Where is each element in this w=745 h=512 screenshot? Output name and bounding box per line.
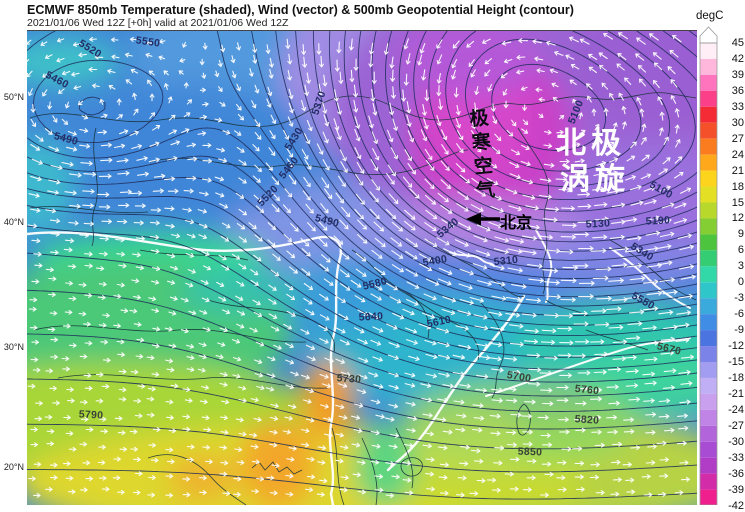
colorbar xyxy=(699,26,718,505)
page-title: ECMWF 850mb Temperature (shaded), Wind (… xyxy=(27,3,574,17)
coastline-white xyxy=(27,229,691,505)
beijing-arrow-icon xyxy=(466,212,500,226)
valid-time-subtitle: 2021/01/06 Wed 12Z [+0h] valid at 2021/0… xyxy=(27,17,289,29)
wind-vectors xyxy=(27,32,696,498)
